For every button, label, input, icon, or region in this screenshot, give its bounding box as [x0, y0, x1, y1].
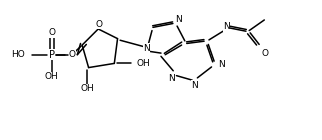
- Text: N: N: [223, 22, 230, 31]
- Text: O: O: [95, 20, 102, 29]
- Text: OH: OH: [80, 84, 94, 93]
- Text: N: N: [175, 15, 181, 24]
- Text: N: N: [168, 74, 175, 83]
- Text: N: N: [219, 60, 225, 69]
- Text: O: O: [48, 28, 55, 37]
- Text: O: O: [69, 50, 76, 59]
- Text: O: O: [261, 49, 268, 58]
- Text: P: P: [49, 50, 54, 60]
- Text: N: N: [143, 44, 150, 53]
- Text: OH: OH: [136, 59, 150, 68]
- Text: OH: OH: [45, 72, 59, 81]
- Text: HO: HO: [11, 50, 24, 59]
- Text: N: N: [191, 81, 198, 90]
